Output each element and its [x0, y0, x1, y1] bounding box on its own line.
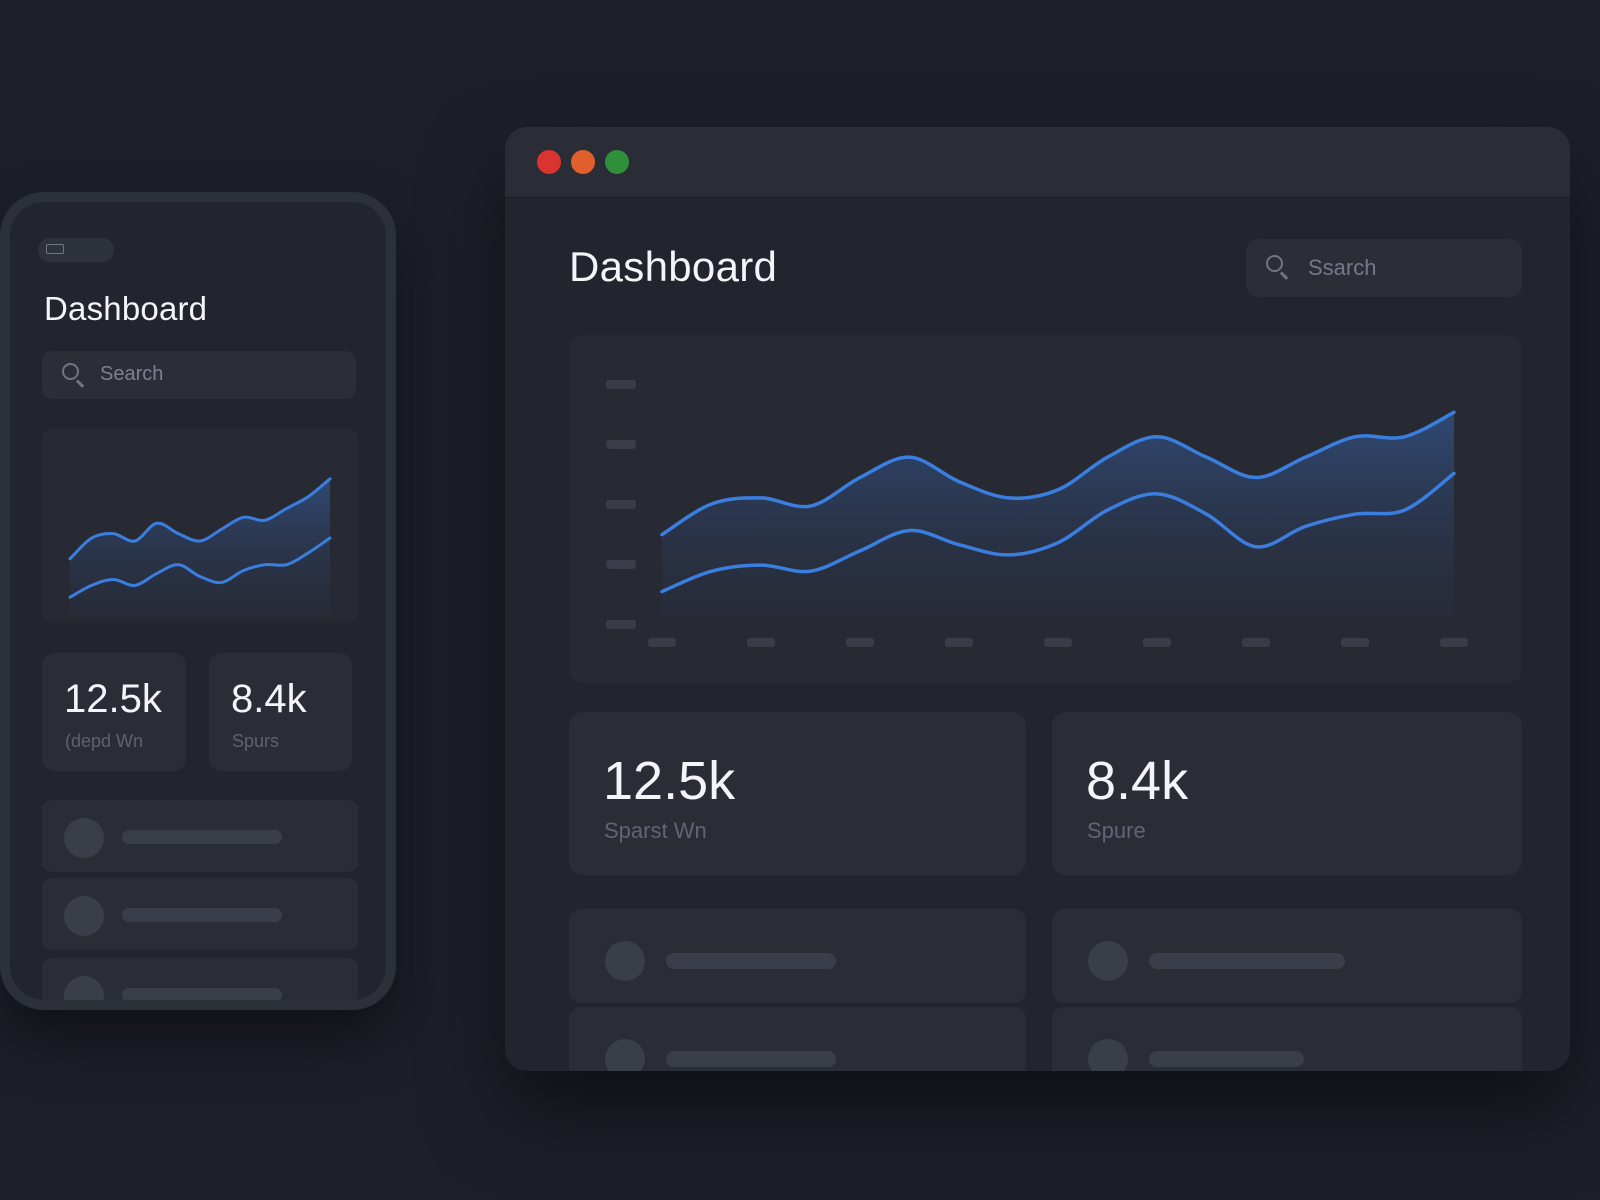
- avatar: [64, 896, 104, 936]
- stat-label: (depd Wn: [65, 731, 144, 751]
- y-tick-label: [606, 440, 636, 449]
- avatar: [605, 941, 645, 981]
- x-tick-label: [1341, 638, 1369, 647]
- avatar: [605, 1039, 645, 1071]
- y-tick-label: [606, 620, 636, 629]
- text-placeholder: [666, 953, 836, 969]
- search-icon: [62, 363, 88, 389]
- list-item[interactable]: [42, 958, 358, 1000]
- phone-chart-panel: [42, 429, 358, 623]
- stat-card[interactable]: 8.4k Spure: [1052, 712, 1522, 875]
- text-placeholder: [666, 1051, 836, 1067]
- list-item[interactable]: [569, 909, 1026, 1003]
- search-input[interactable]: Ssarch: [1246, 239, 1522, 297]
- search-placeholder: Search: [100, 363, 164, 385]
- search-input[interactable]: Search: [42, 351, 356, 399]
- list-item[interactable]: [1052, 1007, 1522, 1071]
- search-placeholder: Ssarch: [1308, 255, 1377, 280]
- chart-panel: [569, 335, 1522, 683]
- list-item[interactable]: [42, 800, 358, 872]
- x-tick-label: [1242, 638, 1270, 647]
- page-title: Dashboard: [569, 243, 778, 290]
- x-tick-label: [648, 638, 676, 647]
- text-placeholder: [122, 988, 282, 1000]
- minimize-window-button[interactable]: [571, 150, 595, 174]
- list-item[interactable]: [569, 1007, 1026, 1071]
- y-tick-label: [606, 560, 636, 569]
- area-chart: [606, 380, 1468, 647]
- stat-card[interactable]: 12.5k (depd Wn: [42, 653, 186, 771]
- series-line-2: [68, 536, 332, 599]
- stat-value: 8.4k: [231, 677, 307, 721]
- maximize-window-button[interactable]: [605, 150, 629, 174]
- text-placeholder: [122, 830, 282, 844]
- stat-label: Spure: [1087, 818, 1146, 843]
- x-tick-label: [747, 638, 775, 647]
- phone-frame: Dashboard Search 12.5k (depd Wn 8.4k Spu…: [0, 192, 396, 1010]
- text-placeholder: [1149, 1051, 1304, 1067]
- avatar: [64, 818, 104, 858]
- window-titlebar[interactable]: [505, 127, 1570, 198]
- avatar: [64, 976, 104, 1000]
- list-item[interactable]: [42, 878, 358, 950]
- stat-value: 12.5k: [64, 677, 162, 721]
- search-icon: [1266, 255, 1292, 281]
- stat-card[interactable]: 12.5k Sparst Wn: [569, 712, 1026, 875]
- x-tick-label: [1143, 638, 1171, 647]
- y-tick-label: [606, 380, 636, 389]
- series-line-1: [68, 477, 332, 561]
- stat-label: Spurs: [232, 731, 280, 751]
- stat-value: 8.4k: [1086, 751, 1189, 811]
- stat-card[interactable]: 8.4k Spurs: [209, 653, 352, 771]
- avatar: [1088, 941, 1128, 981]
- x-tick-label: [846, 638, 874, 647]
- desktop-window: Dashboard Ssarch 12.5k Sparst Wn 8.4k Sp…: [505, 127, 1570, 1071]
- list-item[interactable]: [1052, 909, 1522, 1003]
- y-tick-label: [606, 500, 636, 509]
- series-area: [70, 478, 330, 615]
- series-area: [662, 412, 1454, 616]
- phone-area-chart: [68, 477, 332, 615]
- x-tick-label: [1440, 638, 1468, 647]
- stat-label: Sparst Wn: [604, 818, 707, 843]
- series-line-2: [660, 471, 1456, 594]
- text-placeholder: [1149, 953, 1345, 969]
- close-window-button[interactable]: [537, 150, 561, 174]
- x-tick-label: [945, 638, 973, 647]
- page-title: Dashboard: [44, 290, 208, 327]
- battery-icon: [46, 244, 64, 254]
- phone-status-pill: [38, 238, 114, 262]
- avatar: [1088, 1039, 1128, 1071]
- x-tick-label: [1044, 638, 1072, 647]
- text-placeholder: [122, 908, 282, 922]
- stat-value: 12.5k: [603, 751, 736, 811]
- series-line-1: [660, 410, 1456, 537]
